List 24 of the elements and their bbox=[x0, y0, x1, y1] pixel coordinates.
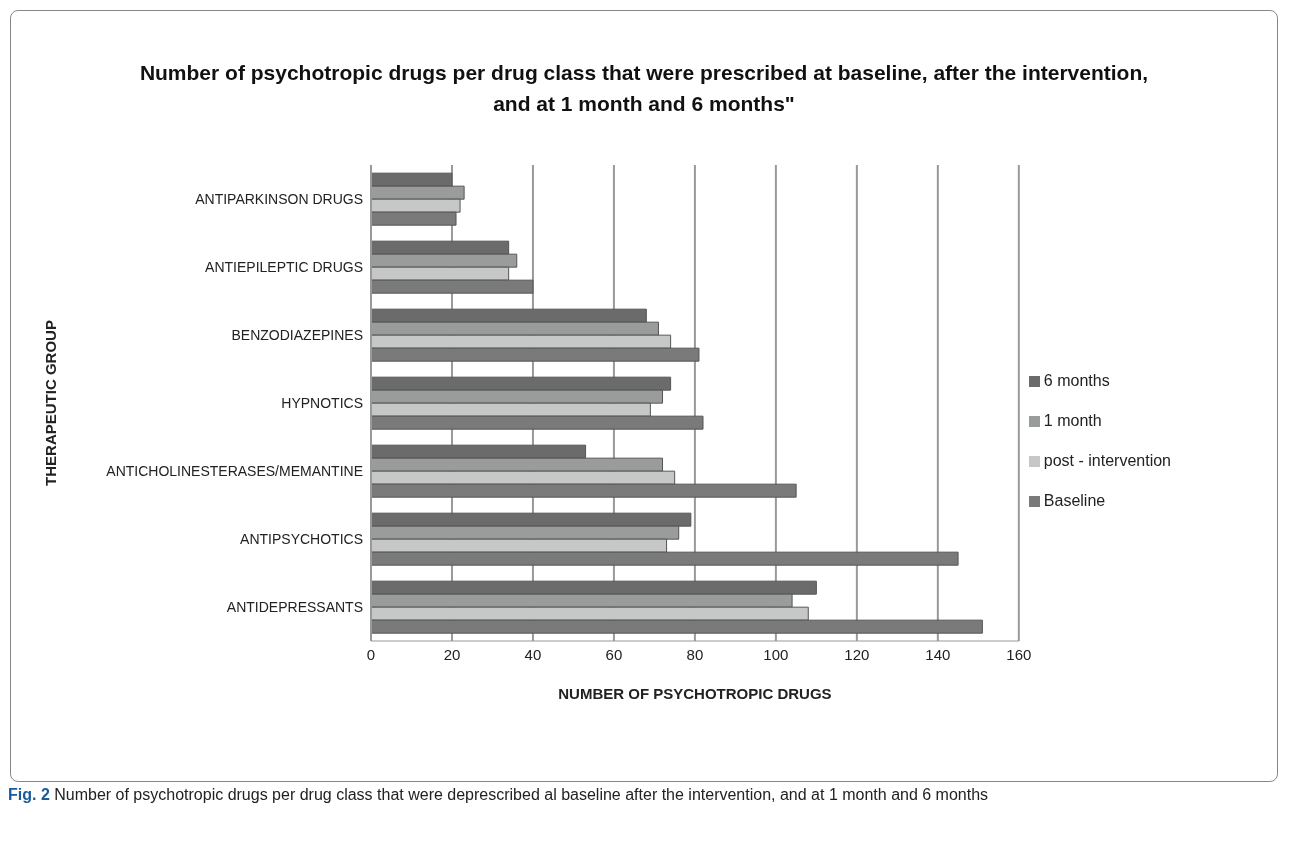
legend-label: post - intervention bbox=[1043, 452, 1171, 469]
y-tick-label: ANTIPARKINSON DRUGS bbox=[195, 190, 363, 207]
legend-label: Baseline bbox=[1043, 492, 1106, 509]
y-tick-label: ANTICHOLINESTERASES/MEMANTINE bbox=[106, 462, 363, 479]
x-tick-label: 0 bbox=[366, 645, 376, 663]
y-tick-label: ANTIEPILEPTIC DRUGS bbox=[205, 258, 363, 275]
x-tick-label: 120 bbox=[844, 645, 870, 663]
x-tick-label: 20 bbox=[443, 645, 461, 663]
y-axis-title: THERAPEUTIC GROUP bbox=[42, 320, 60, 486]
chart-title: Number of psychotropic drugs per drug class that were prescribed at baseline, after the intervention, and at 1 month and 6 months" bbox=[138, 60, 1150, 117]
y-tick-label: HYPNOTICS bbox=[281, 394, 363, 411]
y-tick-label: ANTIPSYCHOTICS bbox=[240, 530, 363, 547]
y-tick-label: ANTIDEPRESSANTS bbox=[226, 598, 363, 615]
caption: Fig. 2 Number of psychotropic drugs per drug class that were deprescribed al baseline after the intervention, and at 1 month and 6 months bbox=[8, 786, 990, 804]
x-tick-label: 80 bbox=[686, 645, 704, 663]
x-tick-label: 60 bbox=[605, 645, 623, 663]
legend-label: 1 month bbox=[1043, 412, 1102, 429]
x-tick-label: 140 bbox=[925, 645, 951, 663]
x-tick-label: 40 bbox=[524, 645, 542, 663]
legend-label: 6 months bbox=[1043, 372, 1110, 389]
x-axis-title: NUMBER OF PSYCHOTROPIC DRUGS bbox=[558, 685, 832, 702]
x-tick-label: 160 bbox=[1006, 645, 1032, 663]
x-tick-label: 100 bbox=[763, 645, 789, 663]
y-tick-label: BENZODIAZEPINES bbox=[231, 326, 363, 343]
